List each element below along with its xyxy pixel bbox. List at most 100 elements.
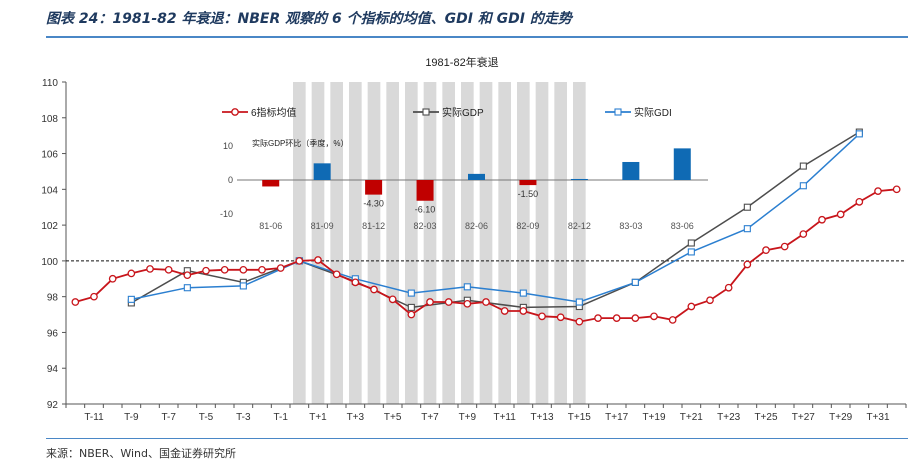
inset-data-label: -4.30 — [363, 199, 384, 209]
inset-y-tick-label: -10 — [220, 209, 233, 219]
x-tick-label: T+31 — [866, 412, 890, 423]
data-point — [631, 314, 640, 322]
data-point — [687, 302, 696, 311]
data-point — [146, 265, 154, 273]
data-point — [519, 307, 528, 315]
inset-x-tick-label: 83-06 — [671, 221, 694, 231]
data-point — [332, 270, 341, 279]
inset-x-tick-label: 83-03 — [619, 221, 642, 231]
title-rule — [46, 36, 908, 38]
recession-band — [293, 82, 306, 404]
x-tick-label: T+15 — [568, 412, 592, 423]
x-tick-label: T+5 — [384, 412, 402, 423]
x-tick-label: T+9 — [459, 412, 477, 423]
recession-band — [367, 82, 381, 404]
y-tick-label: 96 — [47, 328, 59, 339]
data-point — [108, 274, 117, 283]
data-point — [90, 292, 98, 301]
inset-data-label: -1.50 — [518, 189, 539, 199]
x-tick-label: T-11 — [84, 412, 104, 423]
x-tick-label: T+11 — [493, 412, 516, 423]
inset-x-tick-label: 82-09 — [516, 221, 539, 231]
data-point — [631, 278, 639, 286]
x-tick-label: T+3 — [347, 412, 365, 423]
legend-marker — [231, 108, 239, 116]
recession-band — [535, 82, 549, 404]
data-point — [407, 303, 415, 311]
y-tick-label: 106 — [41, 150, 58, 161]
legend-label: 6指标均值 — [251, 106, 297, 119]
data-point — [668, 316, 677, 324]
data-point — [314, 256, 322, 264]
recession-band — [442, 82, 455, 404]
x-tick-label: T+23 — [717, 412, 741, 423]
data-point — [687, 248, 695, 256]
chart-legend: 6指标均值 实际GDP 实际GDI — [222, 106, 672, 119]
series-line — [131, 133, 860, 303]
x-tick-label: T-9 — [124, 412, 139, 423]
figure-title: 图表 24：1981-82 年衰退：NBER 观察的 6 个指标的均值、GDI … — [46, 11, 572, 27]
recession-band — [349, 82, 362, 404]
data-point — [276, 264, 285, 272]
x-tick-label: T+17 — [605, 412, 629, 423]
inset-bar — [570, 178, 588, 180]
legend-label: 实际GDP — [442, 106, 484, 119]
data-point — [818, 215, 826, 224]
data-point — [482, 298, 490, 306]
recession-band — [423, 82, 437, 404]
data-point — [164, 265, 173, 274]
recession-band — [405, 82, 418, 404]
recession-band — [498, 82, 511, 404]
inset-x-tick-label: 82-03 — [414, 221, 437, 231]
data-point — [463, 283, 471, 291]
data-point — [463, 299, 472, 308]
data-point — [836, 210, 845, 219]
data-point — [258, 265, 266, 274]
legend-marker — [422, 108, 430, 116]
data-point — [799, 162, 807, 170]
inset-title: 实际GDP环比（季度，%） — [252, 138, 348, 148]
inset-x-tick-label: 82-06 — [465, 221, 488, 231]
x-tick-label: T+29 — [829, 412, 853, 423]
data-point — [220, 265, 229, 274]
inset-data-label: -6.10 — [415, 205, 436, 215]
data-point — [575, 298, 583, 306]
data-point — [743, 225, 751, 233]
y-tick-label: 100 — [41, 257, 58, 268]
data-point — [855, 198, 864, 206]
data-point — [370, 285, 378, 294]
data-point — [799, 230, 808, 238]
data-point — [351, 278, 360, 287]
inset-bar — [622, 161, 640, 180]
inset-bar — [365, 180, 383, 195]
data-point — [183, 271, 192, 280]
inset-bar — [468, 173, 485, 180]
inset-bar — [673, 148, 691, 180]
x-tick-label: T+25 — [754, 412, 778, 423]
chart-title: 1981-82年衰退 — [425, 55, 498, 69]
data-point — [295, 257, 304, 265]
recession-band — [386, 82, 399, 404]
data-point — [500, 307, 509, 315]
data-point — [706, 296, 714, 305]
legend-marker — [614, 108, 622, 116]
data-point — [687, 239, 695, 247]
recession-band — [479, 82, 493, 404]
source-note: 来源：NBER、Wind、国金证券研究所 — [46, 447, 237, 460]
recession-band — [554, 82, 567, 404]
x-tick-label: T+19 — [642, 412, 666, 423]
data-point — [594, 314, 602, 322]
inset-bar — [313, 163, 331, 180]
y-tick-label: 102 — [41, 221, 58, 232]
x-tick-label: T-1 — [273, 412, 288, 423]
y-tick-label: 110 — [42, 78, 58, 89]
data-point — [538, 312, 546, 321]
data-point — [799, 182, 807, 190]
y-tick-label: 92 — [47, 400, 59, 411]
data-point — [519, 289, 527, 297]
inset-y-tick-label: 0 — [228, 175, 233, 185]
data-point — [388, 295, 397, 304]
data-point — [892, 185, 901, 194]
data-point — [183, 284, 191, 292]
